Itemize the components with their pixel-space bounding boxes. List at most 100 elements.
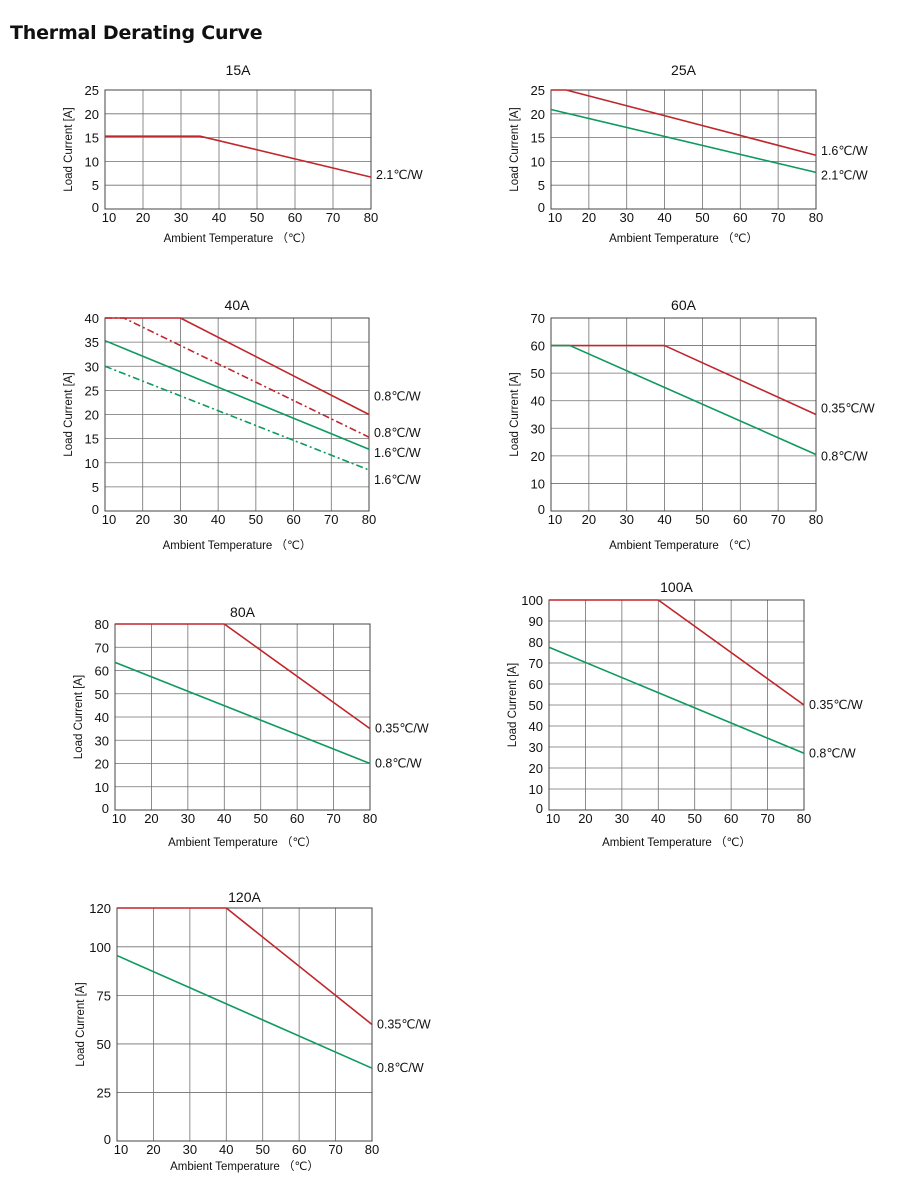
x-tick-label: 60 [290, 811, 304, 826]
series-line-red [549, 599, 805, 706]
y-tick-label: 10 [529, 782, 543, 797]
plot-frame [116, 907, 373, 1142]
x-tick-label: 30 [183, 1142, 197, 1157]
x-tick-label: 70 [326, 210, 340, 225]
y-tick-label: 20 [85, 408, 99, 423]
x-tick-label: 60 [724, 811, 738, 826]
series-label: 2.1℃/W [376, 168, 423, 182]
x-tick-label: 80 [365, 1142, 379, 1157]
chart-title: 15A [226, 62, 252, 78]
y-tick-label: 50 [531, 366, 545, 381]
x-tick-label: 10 [102, 512, 116, 527]
x-tick-label: 40 [651, 811, 665, 826]
y-tick-label: 80 [529, 635, 543, 650]
x-tick-label: 80 [363, 811, 377, 826]
y-tick-label: 20 [85, 107, 99, 122]
y-tick-label: 35 [85, 335, 99, 350]
x-tick-label: 80 [809, 210, 823, 225]
x-axis-label: Ambient Temperature （℃） [163, 539, 312, 552]
y-tick-label: 30 [529, 740, 543, 755]
x-tick-label: 50 [687, 811, 701, 826]
x-tick-label: 60 [292, 1142, 306, 1157]
chart-title: 120A [228, 889, 261, 905]
y-tick-label: 75 [97, 988, 111, 1003]
series-label: 0.8℃/W [809, 746, 856, 760]
y-axis-label: Load Current [A] [63, 107, 75, 191]
y-tick-label: 25 [97, 1085, 111, 1100]
y-tick-label: 5 [92, 480, 99, 495]
x-tick-label: 50 [253, 811, 267, 826]
x-tick-label: 80 [362, 512, 376, 527]
x-tick-label: 10 [548, 210, 562, 225]
x-axis-label: Ambient Temperature （℃） [602, 836, 751, 849]
y-axis-label: Load Current [A] [63, 372, 75, 456]
x-tick-label: 40 [217, 811, 231, 826]
x-tick-label: 50 [249, 512, 263, 527]
y-tick-label: 15 [85, 432, 99, 447]
y-tick-label: 0 [92, 200, 99, 215]
y-tick-label: 25 [531, 83, 545, 98]
x-tick-label: 20 [146, 1142, 160, 1157]
x-tick-label: 10 [548, 512, 562, 527]
y-tick-label: 10 [95, 780, 109, 795]
chart-title: 100A [660, 579, 693, 595]
x-tick-label: 60 [288, 210, 302, 225]
chart-title: 25A [671, 62, 697, 78]
x-tick-label: 30 [174, 210, 188, 225]
x-tick-label: 50 [695, 512, 709, 527]
series-label: 1.6℃/W [374, 473, 421, 487]
y-tick-label: 25 [85, 83, 99, 98]
y-tick-label: 10 [85, 154, 99, 169]
y-tick-label: 80 [95, 617, 109, 632]
series-line-red [105, 317, 370, 416]
x-tick-label: 40 [212, 210, 226, 225]
x-tick-label: 30 [619, 512, 633, 527]
y-tick-label: 10 [531, 154, 545, 169]
y-axis-label: Load Current [A] [509, 107, 521, 191]
y-tick-label: 0 [538, 200, 545, 215]
x-tick-label: 60 [733, 210, 747, 225]
grid [116, 907, 373, 1142]
x-tick-label: 30 [173, 512, 187, 527]
y-tick-label: 20 [531, 107, 545, 122]
series-line-green [548, 646, 805, 755]
x-tick-label: 30 [619, 210, 633, 225]
x-tick-label: 40 [211, 512, 225, 527]
series-label: 0.8℃/W [374, 426, 421, 440]
x-tick-label: 20 [578, 811, 592, 826]
y-tick-label: 100 [521, 593, 543, 608]
y-tick-label: 40 [85, 311, 99, 326]
x-tick-label: 30 [615, 811, 629, 826]
series-line-green-dashed [104, 365, 370, 471]
x-tick-label: 20 [136, 210, 150, 225]
plot-frame [550, 89, 817, 210]
x-tick-label: 10 [114, 1142, 128, 1157]
x-tick-label: 40 [219, 1142, 233, 1157]
y-tick-label: 120 [89, 901, 111, 916]
series-line-red-dashed [105, 317, 370, 438]
x-tick-label: 10 [112, 811, 126, 826]
x-axis-label: Ambient Temperature （℃） [609, 232, 758, 245]
series-label: 0.8℃/W [377, 1061, 424, 1075]
series-label: 0.35℃/W [375, 722, 429, 736]
y-tick-label: 40 [531, 394, 545, 409]
series-label: 0.35℃/W [377, 1018, 431, 1032]
y-tick-label: 50 [529, 698, 543, 713]
x-tick-label: 80 [809, 512, 823, 527]
y-tick-label: 0 [536, 801, 543, 816]
x-tick-label: 20 [135, 512, 149, 527]
x-tick-label: 20 [582, 512, 596, 527]
y-tick-label: 30 [85, 359, 99, 374]
x-tick-label: 40 [657, 210, 671, 225]
y-tick-label: 0 [104, 1132, 111, 1147]
x-axis-label: Ambient Temperature （℃） [170, 1160, 319, 1173]
series-line-red [105, 135, 372, 178]
y-tick-label: 5 [538, 178, 545, 193]
y-tick-label: 70 [529, 656, 543, 671]
y-tick-label: 70 [531, 311, 545, 326]
series-line-red [551, 344, 817, 416]
series-label: 0.8℃/W [374, 390, 421, 404]
